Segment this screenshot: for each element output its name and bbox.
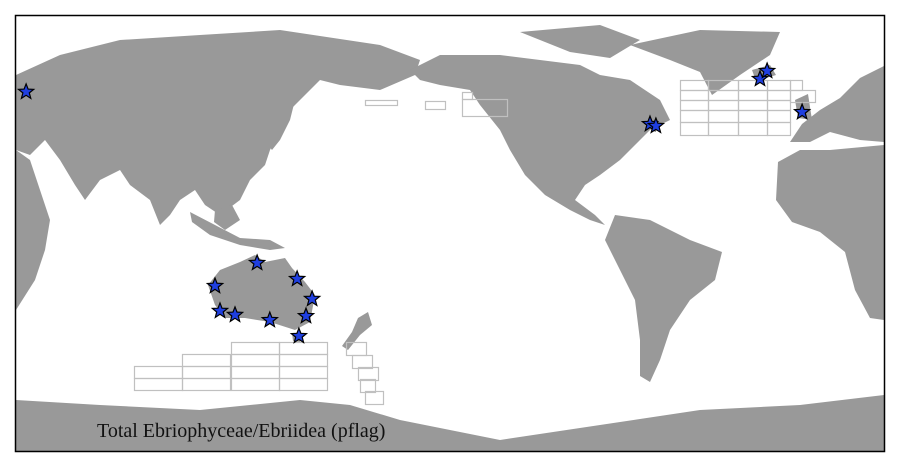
grid-cell [789,79,804,92]
grid-cell [679,79,710,92]
grid-cell [230,365,281,380]
star-icon [225,305,245,323]
africa-east [16,150,50,310]
grid-cell [737,121,769,137]
grid-cell [679,89,710,102]
star-icon [792,102,812,120]
grid-cell [707,99,740,112]
grid-cell [359,378,377,394]
new-zealand [342,312,372,350]
grid-cell [737,109,769,124]
star-icon [757,61,777,79]
grid-cell [461,98,509,118]
station-markers [16,61,812,344]
grid-cell [461,91,474,101]
star-icon [302,289,322,307]
grid-cell [766,89,792,102]
grid-cell [351,354,374,370]
africa-west [776,145,884,320]
map-frame [14,14,886,453]
grid-cell [679,109,710,124]
grid-cell [230,353,281,368]
grid-cell [679,121,710,137]
star-icon [16,82,36,100]
borneo [214,205,240,230]
japan [268,95,295,150]
grid-cell [230,377,281,392]
grid-cell [737,99,769,112]
grid-cell [766,121,792,137]
grid-cell [230,341,281,356]
grid-cell [737,89,769,102]
grid-cell [766,79,792,92]
grid-cell [707,109,740,124]
grid-cell [679,99,710,112]
grid-cell [278,365,329,380]
grid-cell [278,377,329,392]
grid-cell [424,100,447,111]
star-icon [289,326,309,344]
grid-cell [364,390,385,406]
star-icon [210,301,230,319]
grid-cell [181,365,232,380]
grid-cell [707,121,740,137]
star-icon [260,310,280,328]
grid-cell [181,377,232,392]
land [16,25,884,451]
grid-cell [181,353,232,368]
map-title: Total Ebriophyceae/Ebriidea (pflag) [97,420,386,442]
greenland [630,30,780,95]
eurasia [16,30,420,225]
grid-cell [766,99,792,112]
grid-cell [364,99,399,107]
grid-cell [766,109,792,124]
grid-cell [133,377,184,392]
star-icon [205,276,225,294]
grid-cell [357,366,380,382]
grid-cell [278,353,329,368]
star-icon [287,269,307,287]
sampling-grid [133,79,817,406]
star-icon [750,69,770,87]
indonesia [190,212,285,250]
grid-cell [133,365,184,380]
star-icon [247,253,267,271]
star-icon [296,306,316,324]
antarctica [16,395,884,451]
europe [790,66,884,142]
north-america [410,55,670,225]
grid-cell [278,341,329,356]
star-icon [646,116,666,134]
arctic-islands [520,25,640,58]
south-america [605,215,722,382]
